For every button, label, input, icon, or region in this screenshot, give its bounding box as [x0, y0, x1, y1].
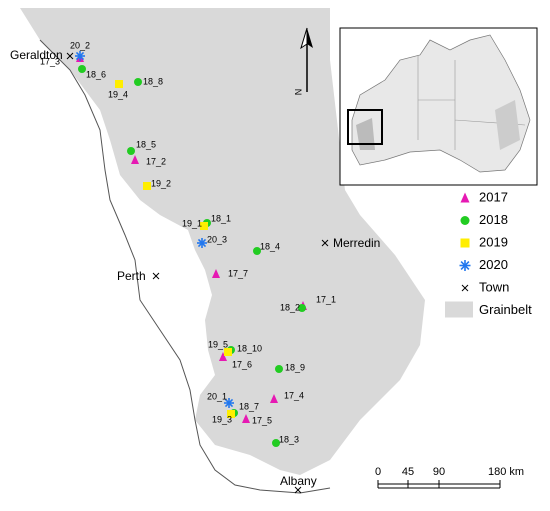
site-label: 20_3 — [207, 234, 227, 244]
town-marker — [294, 486, 302, 494]
legend-swatch — [445, 301, 473, 318]
site-label: 17_5 — [252, 415, 272, 425]
cross-stroke — [461, 284, 469, 292]
site-label: 19_1 — [182, 218, 202, 228]
town-marker — [66, 52, 74, 60]
asterisk-stroke — [224, 398, 234, 408]
legend-label: Grainbelt — [479, 302, 532, 317]
site-marker — [115, 80, 123, 88]
site-label: 19_2 — [151, 178, 171, 188]
site-marker — [131, 155, 139, 164]
site-marker — [219, 352, 227, 361]
site-label: 17_2 — [146, 156, 166, 166]
town-label: Perth — [117, 269, 146, 283]
asterisk-stroke — [197, 238, 207, 248]
legend-symbol — [459, 260, 471, 271]
legend-label: 2017 — [479, 189, 508, 204]
town-label: Merredin — [333, 236, 380, 250]
site-label: 18_3 — [279, 434, 299, 444]
town-label: Geraldton — [10, 48, 63, 62]
site-label: 17_1 — [316, 294, 336, 304]
site-label: 17_7 — [228, 268, 248, 278]
town-label: Albany — [280, 474, 317, 488]
site-label: 20_1 — [207, 391, 227, 401]
site-marker — [270, 394, 278, 403]
legend-symbol — [461, 284, 469, 292]
site-label: 18_10 — [237, 343, 262, 353]
site-label: 18_9 — [285, 362, 305, 372]
site-label: 18_1 — [211, 213, 231, 223]
site-marker — [224, 348, 232, 356]
cross-stroke — [321, 239, 329, 247]
asterisk-stroke — [460, 261, 470, 270]
site-marker — [272, 439, 280, 447]
site-label: 18_2 — [280, 302, 300, 312]
site-marker — [200, 222, 208, 230]
site-marker — [197, 238, 207, 248]
legend-symbol — [460, 216, 470, 225]
scale-label: 90 — [433, 466, 445, 478]
site-marker — [242, 414, 250, 423]
site-marker — [134, 78, 142, 86]
site-marker — [227, 410, 235, 418]
cross-stroke — [66, 52, 74, 60]
asterisk-stroke — [75, 51, 85, 61]
north-arrow — [300, 27, 313, 92]
site-label: 19_4 — [108, 89, 128, 99]
legend-label: 2018 — [479, 212, 508, 227]
site-marker — [275, 365, 283, 373]
site-label: 18_5 — [136, 139, 156, 149]
site-label: 19_5 — [208, 339, 228, 349]
town-marker — [321, 239, 329, 247]
legend-label: Town — [479, 279, 509, 294]
site-marker — [253, 247, 261, 255]
coastline — [39, 39, 331, 494]
site-marker — [78, 65, 86, 73]
grainbelt-area — [20, 8, 425, 475]
town-marker — [152, 272, 160, 280]
scale-label: 0 — [375, 466, 381, 478]
site-label: 20_2 — [70, 40, 90, 50]
legend-label: 2019 — [479, 234, 508, 249]
legend-symbol — [460, 238, 470, 248]
site-marker — [224, 398, 234, 408]
site-marker — [75, 51, 85, 61]
inset-map — [339, 27, 538, 186]
site-marker — [143, 182, 151, 190]
site-label: 18_6 — [86, 69, 106, 79]
cross-stroke — [294, 486, 302, 494]
site-label: 18_8 — [143, 76, 163, 86]
site-label: 18_4 — [260, 241, 280, 251]
scale-label: 180 km — [488, 466, 524, 478]
site-label: 17_3 — [40, 56, 60, 66]
scale-bar — [377, 480, 501, 489]
site-label: 19_3 — [212, 414, 232, 424]
site-label: 18_7 — [239, 401, 259, 411]
site-marker — [298, 304, 306, 312]
site-label: 17_6 — [232, 359, 252, 369]
legend-symbol — [460, 192, 470, 203]
legend-label: 2020 — [479, 257, 508, 272]
cross-stroke — [152, 272, 160, 280]
site-label: 17_4 — [284, 390, 304, 400]
site-marker — [127, 147, 135, 155]
site-marker — [212, 269, 220, 278]
north-label: N — [293, 89, 303, 96]
scale-label: 45 — [402, 466, 414, 478]
